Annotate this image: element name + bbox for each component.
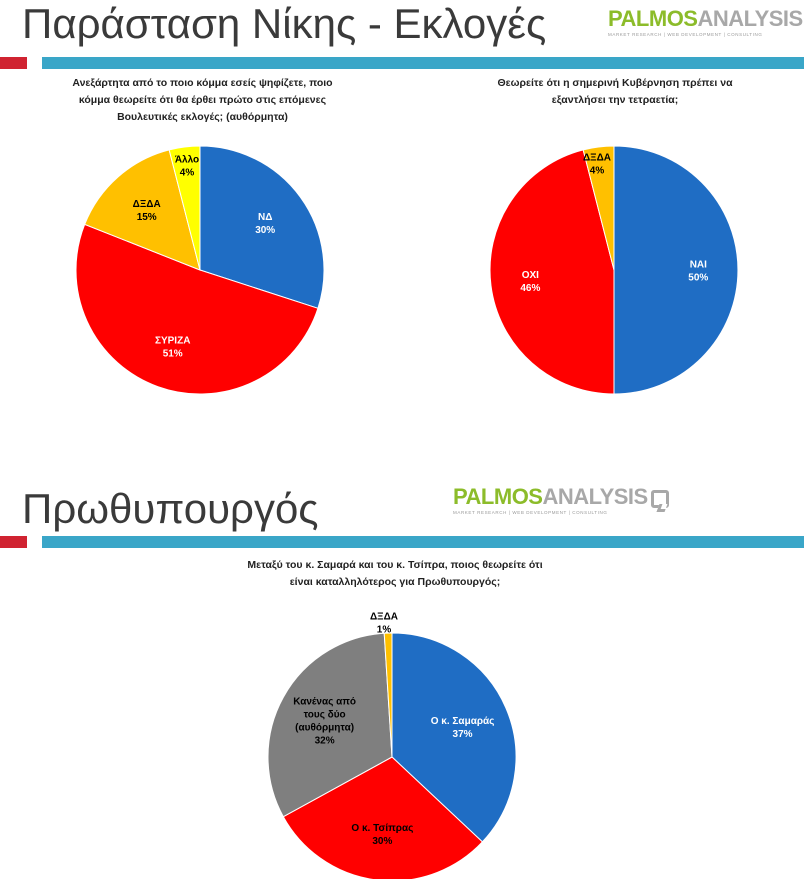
page-title: Παράσταση Νίκης - Εκλογές — [22, 0, 547, 47]
pie-slice-category: ΝΔ — [258, 212, 272, 223]
pie-slice — [582, 145, 615, 271]
pie-slice — [391, 632, 517, 843]
chart-3-question: Μεταξύ του κ. Σαμαρά και του κ. Τσίπρα, … — [210, 557, 580, 591]
pie-slice-label: ΔΞΔΑ 15% — [133, 199, 161, 223]
pie-slice-label: ΟΧΙ 46% — [520, 270, 540, 294]
pie-slice-value: 4% — [180, 168, 195, 179]
pie-slice-value: 50% — [688, 273, 708, 284]
title-accent-bar-teal — [42, 536, 804, 548]
chart-3-question-line: Μεταξύ του κ. Σαμαρά και του κ. Τσίπρα, … — [247, 559, 543, 571]
title-accent-bar-teal — [42, 57, 804, 69]
logo-tagline: MARKET RESEARCH | WEB DEVELOPMENT | CONS… — [453, 510, 608, 515]
pie-slice — [84, 149, 201, 271]
pie-slice — [383, 632, 393, 758]
pie-slice-value: 30% — [255, 225, 275, 236]
page-title: Πρωθυπουργός — [22, 485, 319, 532]
pie-slice-category: Κανένας από — [293, 696, 356, 707]
chart-3-question-line: είναι καταλληλότερος για Πρωθυπουργός; — [289, 576, 501, 588]
pie-slice-category: Ο κ. Τσίπρας — [351, 823, 413, 834]
pie-slice — [199, 145, 325, 309]
logo-tagline: MARKET RESEARCH | WEB DEVELOPMENT | CONS… — [608, 32, 763, 37]
pie-slice-category: τους δύο — [304, 709, 346, 720]
pie-slice-category: ΔΞΔΑ — [370, 612, 398, 623]
pie-slice-category: ΔΞΔΑ — [133, 199, 161, 210]
chart-2-question-line: εξαντλήσει την τετραετία; — [551, 94, 679, 106]
pie-slice-category: Άλλο — [175, 155, 199, 166]
pie-slice-label: Ο κ. Τσίπρας 30% — [351, 823, 413, 847]
pie-slice-value: 46% — [520, 283, 540, 294]
pie-chart-government-full-term: ΝΑΙ 50% ΟΧΙ 46% ΔΞΔΑ 4% — [489, 145, 739, 395]
pie-slice-label: Ο κ. Σαμαράς 37% — [431, 716, 495, 740]
logo-text-part2: ANALYSIS — [697, 6, 803, 31]
pie-slice-label: Άλλο 4% — [175, 155, 199, 179]
pie-slice — [282, 756, 484, 879]
chart-1-question-line: Ανεξάρτητα από το ποιο κόμμα εσείς ψηφίζ… — [72, 77, 333, 89]
pie-slice — [613, 145, 739, 395]
pie-chart-preferred-prime-minister: Ο κ. Σαμαράς 37% Ο κ. Τσίπρας 30% Κανένας απ… — [267, 612, 517, 879]
pie-slice-value: 30% — [372, 836, 392, 847]
pie-slice-category: ΔΞΔΑ — [583, 153, 611, 164]
chart-1-question-line: κόμμα θεωρείτε ότι θα έρθει πρώτο στις ε… — [78, 94, 327, 106]
speech-bubble-icon — [650, 490, 669, 508]
pie-slice-value: 4% — [590, 166, 605, 177]
logo-text-part1: PALMOS — [608, 6, 698, 31]
chart-2-question: Θεωρείτε ότι η σημερινή Κυβέρνηση πρέπει… — [455, 75, 775, 109]
palmos-analysis-logo: PALMOSANALYSIS MARKET RESEARCH | WEB DEV… — [453, 486, 669, 515]
pie-slice-label: ΔΞΔΑ 1% — [370, 612, 398, 636]
palmos-analysis-logo: PALMOSANALYSIS MARKET RESEARCH | WEB DEV… — [608, 6, 804, 38]
pie-slice-label: ΔΞΔΑ 4% — [583, 153, 611, 177]
pie-slice — [489, 149, 615, 395]
pie-chart-next-election-winner: ΝΔ 30% ΣΥΡΙΖΑ 51% ΔΞΔΑ 15% Άλλο 4% — [75, 145, 325, 395]
pie-slice-value: 51% — [163, 348, 183, 359]
chart-1-question: Ανεξάρτητα από το ποιο κόμμα εσείς ψηφίζ… — [40, 75, 365, 126]
pie-slice-value: 32% — [315, 735, 335, 746]
pie-slice — [168, 145, 201, 271]
title-accent-bar-red — [0, 57, 27, 69]
chart-1-question-line: Βουλευτικές εκλογές; (αυθόρμητα) — [117, 111, 288, 123]
pie-slice-category: (αυθόρμητα) — [295, 722, 354, 733]
pie-slice-label: ΝΑΙ 50% — [688, 260, 708, 284]
pie-slice — [75, 223, 319, 395]
pie-slice-label: Κανένας από τους δύο (αυθόρμητα) 32% — [293, 696, 356, 746]
pie-slice-category: ΟΧΙ — [522, 270, 539, 281]
chart-2-question-line: Θεωρείτε ότι η σημερινή Κυβέρνηση πρέπει… — [497, 77, 733, 89]
logo-text-part1: PALMOS — [453, 484, 543, 509]
pie-slice-value: 1% — [377, 625, 392, 636]
pie-slice-category: ΣΥΡΙΖΑ — [155, 335, 190, 346]
slide-separator — [0, 408, 804, 438]
pie-slice-category: ΝΑΙ — [690, 260, 707, 271]
pie-slice-value: 37% — [453, 729, 473, 740]
pie-slice-label: ΝΔ 30% — [255, 212, 275, 236]
pie-slice-category: Ο κ. Σαμαράς — [431, 716, 495, 727]
pie-slice-value: 15% — [137, 212, 157, 223]
pie-slice — [267, 632, 393, 818]
logo-text-part2: ANALYSIS — [542, 484, 648, 509]
title-accent-bar-red — [0, 536, 27, 548]
slide-victory-expectation: Παράσταση Νίκης - Εκλογές PALMOSANALYSIS… — [0, 0, 804, 408]
pie-slice-label: ΣΥΡΙΖΑ 51% — [155, 335, 190, 359]
